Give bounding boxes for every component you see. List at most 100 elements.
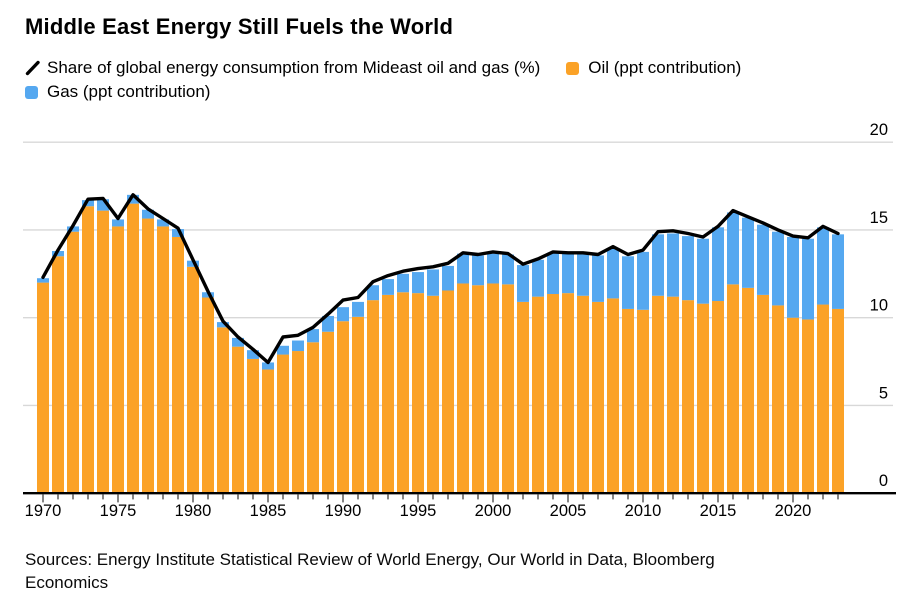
gas-bar-1983: [232, 337, 244, 347]
gas-bar-1975: [112, 219, 124, 227]
gas-swatch-icon: [25, 85, 38, 99]
oil-bar-1976: [127, 203, 139, 494]
gas-bar-2015: [712, 227, 724, 302]
legend-label-oil: Oil (ppt contribution): [588, 58, 742, 77]
gas-bar-1995: [412, 272, 424, 294]
oil-bar-1986: [277, 354, 289, 494]
gas-bar-2019: [772, 231, 784, 306]
gas-bar-1972: [67, 226, 79, 232]
oil-bar-1988: [307, 342, 319, 494]
gas-bar-1976: [127, 194, 139, 204]
oil-bar-2002: [517, 301, 529, 494]
gas-bar-1998: [457, 253, 469, 284]
gas-bar-1978: [157, 219, 169, 227]
legend-label-gas: Gas (ppt contribution): [47, 82, 211, 101]
y-tick-label-10: 10: [870, 297, 888, 315]
x-tick-label-1985: 1985: [250, 502, 287, 520]
oil-bar-1996: [427, 295, 439, 494]
oil-bar-2006: [577, 295, 589, 494]
y-tick-label-5: 5: [879, 384, 888, 402]
gas-bar-2014: [697, 238, 709, 304]
gas-bar-2004: [547, 252, 559, 295]
gas-bar-1991: [352, 301, 364, 317]
oil-bar-1970: [37, 282, 49, 494]
oil-bar-2013: [682, 300, 694, 494]
legend-label-share: Share of global energy consumption from …: [47, 58, 541, 77]
oil-bar-1987: [292, 351, 304, 494]
x-tick-label-1990: 1990: [325, 502, 362, 520]
gas-bar-1979: [172, 229, 184, 237]
gas-bar-1992: [367, 285, 379, 301]
oil-swatch-icon: [566, 61, 580, 75]
gas-bar-1989: [322, 315, 334, 332]
gas-bar-1974: [97, 199, 109, 211]
gas-bar-2017: [742, 217, 754, 288]
oil-bar-2018: [757, 294, 769, 494]
oil-bar-1974: [97, 210, 109, 494]
gas-bar-1999: [472, 255, 484, 286]
gas-bar-2008: [607, 248, 619, 299]
oil-bar-2010: [637, 309, 649, 494]
gas-bar-2013: [682, 236, 694, 301]
gas-bar-1988: [307, 329, 319, 343]
oil-bar-1999: [472, 285, 484, 494]
gas-bar-1986: [277, 345, 289, 355]
gas-bar-1977: [142, 209, 154, 219]
x-tick-label-2000: 2000: [475, 502, 512, 520]
gas-bar-1997: [442, 265, 454, 291]
oil-bar-2020: [787, 317, 799, 494]
oil-bar-1973: [82, 206, 94, 494]
oil-bar-2011: [652, 295, 664, 494]
oil-bar-1990: [337, 321, 349, 494]
gas-bar-2003: [532, 259, 544, 297]
oil-bar-1998: [457, 283, 469, 494]
oil-bar-1989: [322, 331, 334, 494]
gas-bar-2001: [502, 254, 514, 285]
oil-bar-2016: [727, 284, 739, 494]
oil-bar-1978: [157, 226, 169, 494]
oil-bar-2021: [802, 319, 814, 494]
x-tick-label-2015: 2015: [700, 502, 737, 520]
x-tick-label-1970: 1970: [25, 502, 62, 520]
gas-bar-2005: [562, 253, 574, 294]
oil-bar-2022: [817, 304, 829, 494]
y-tick-label-20: 20: [870, 121, 888, 139]
sources-line-1: Sources: Energy Institute Statistical Re…: [25, 550, 715, 569]
oil-bar-1977: [142, 218, 154, 494]
oil-bar-1971: [52, 256, 64, 494]
x-tick-label-2020: 2020: [775, 502, 812, 520]
gas-bar-1994: [397, 273, 409, 293]
gas-bar-1982: [217, 322, 229, 328]
oil-bar-1992: [367, 300, 379, 494]
oil-bar-2014: [697, 303, 709, 494]
gas-bar-1971: [52, 251, 64, 257]
oil-bar-2001: [502, 284, 514, 494]
oil-bar-2012: [667, 296, 679, 494]
oil-bar-1972: [67, 231, 79, 494]
oil-bar-1991: [352, 316, 364, 494]
gas-bar-1984: [247, 350, 259, 359]
gas-bar-2010: [637, 251, 649, 310]
page-title: Middle East Energy Still Fuels the World: [25, 14, 454, 39]
x-tick-label-1975: 1975: [100, 502, 137, 520]
gas-bar-2021: [802, 238, 814, 320]
oil-bar-1982: [217, 327, 229, 494]
gas-bar-2018: [757, 224, 769, 295]
oil-bar-2009: [622, 308, 634, 494]
oil-bar-1980: [187, 266, 199, 494]
gas-bar-2007: [592, 255, 604, 302]
oil-bar-1975: [112, 226, 124, 494]
oil-bar-1983: [232, 346, 244, 494]
legend-item-oil: Oil (ppt contribution): [566, 56, 741, 80]
legend-row-2: Gas (ppt contribution): [25, 80, 885, 104]
line-series-icon: [25, 60, 40, 76]
y-tick-label-0: 0: [879, 472, 888, 490]
gas-bar-2006: [577, 254, 589, 296]
gas-bar-1973: [82, 200, 94, 207]
gas-bar-2022: [817, 227, 829, 305]
oil-bar-2007: [592, 301, 604, 494]
gas-bar-1985: [262, 362, 274, 370]
gas-bar-2000: [487, 253, 499, 284]
